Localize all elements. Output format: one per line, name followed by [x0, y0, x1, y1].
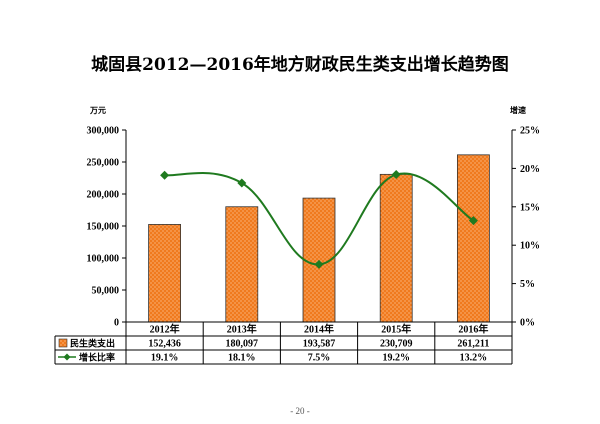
right-tick-label: 25% [520, 126, 540, 137]
right-axis-ticks: 0% 5% 10% 15% 20% 25% [512, 126, 540, 329]
bar [456, 154, 490, 323]
growth-point [468, 216, 478, 226]
bar-value-label: 152,436 [148, 339, 181, 350]
growth-value-label: 7.5% [308, 353, 331, 364]
category-label: 2014年 [304, 323, 334, 336]
left-axis-unit: 万元 [89, 106, 106, 115]
category-label: 2012年 [150, 323, 180, 336]
left-tick-label: 50,000 [92, 286, 120, 297]
category-label: 2016年 [458, 323, 488, 336]
bar-value-label: 180,097 [226, 339, 259, 350]
left-axis-ticks: 0 50,000 100,000 150,000 200,000 250,000 300,0… [87, 126, 126, 329]
growth-value-label: 19.1% [151, 353, 179, 364]
legend-line-marker [63, 353, 71, 361]
bar-value-label: 230,709 [380, 339, 413, 350]
growth-value-label: 19.2% [382, 353, 410, 364]
right-tick-label: 10% [520, 241, 540, 252]
left-tick-label: 100,000 [87, 254, 120, 265]
legend-line-label: 增长比率 [79, 352, 115, 364]
growth-line-series [160, 170, 478, 269]
left-tick-label: 200,000 [87, 190, 120, 201]
left-tick-label: 0 [114, 318, 119, 329]
growth-point [237, 178, 247, 188]
bar-value-label: 193,587 [303, 339, 336, 350]
bar-value-label: 261,211 [457, 339, 489, 350]
right-tick-label: 15% [520, 202, 540, 213]
chart-title: 城固县2012—2016年地方财政民生类支出增长趋势图 [91, 54, 509, 75]
right-tick-label: 20% [520, 164, 540, 175]
legend-bar-label: 民生类支出 [70, 338, 115, 350]
growth-point [391, 170, 401, 180]
left-tick-label: 150,000 [87, 222, 120, 233]
left-tick-label: 250,000 [87, 158, 120, 169]
growth-point [160, 170, 170, 180]
growth-value-label: 18.1% [228, 353, 256, 364]
right-tick-label: 0% [520, 318, 535, 329]
category-label: 2013年 [227, 323, 257, 336]
legend-bar-swatch [58, 338, 68, 348]
right-tick-label: 5% [520, 279, 535, 290]
left-tick-label: 300,000 [87, 126, 120, 137]
bar [148, 224, 182, 323]
bar-series [148, 154, 490, 323]
category-label: 2015年 [381, 323, 411, 336]
right-axis-unit: 增速 [510, 105, 526, 115]
growth-value-label: 13.2% [460, 353, 488, 364]
growth-point [314, 259, 324, 269]
page-number: - 20 - [290, 406, 310, 416]
bar [379, 173, 413, 323]
bar [225, 206, 259, 323]
